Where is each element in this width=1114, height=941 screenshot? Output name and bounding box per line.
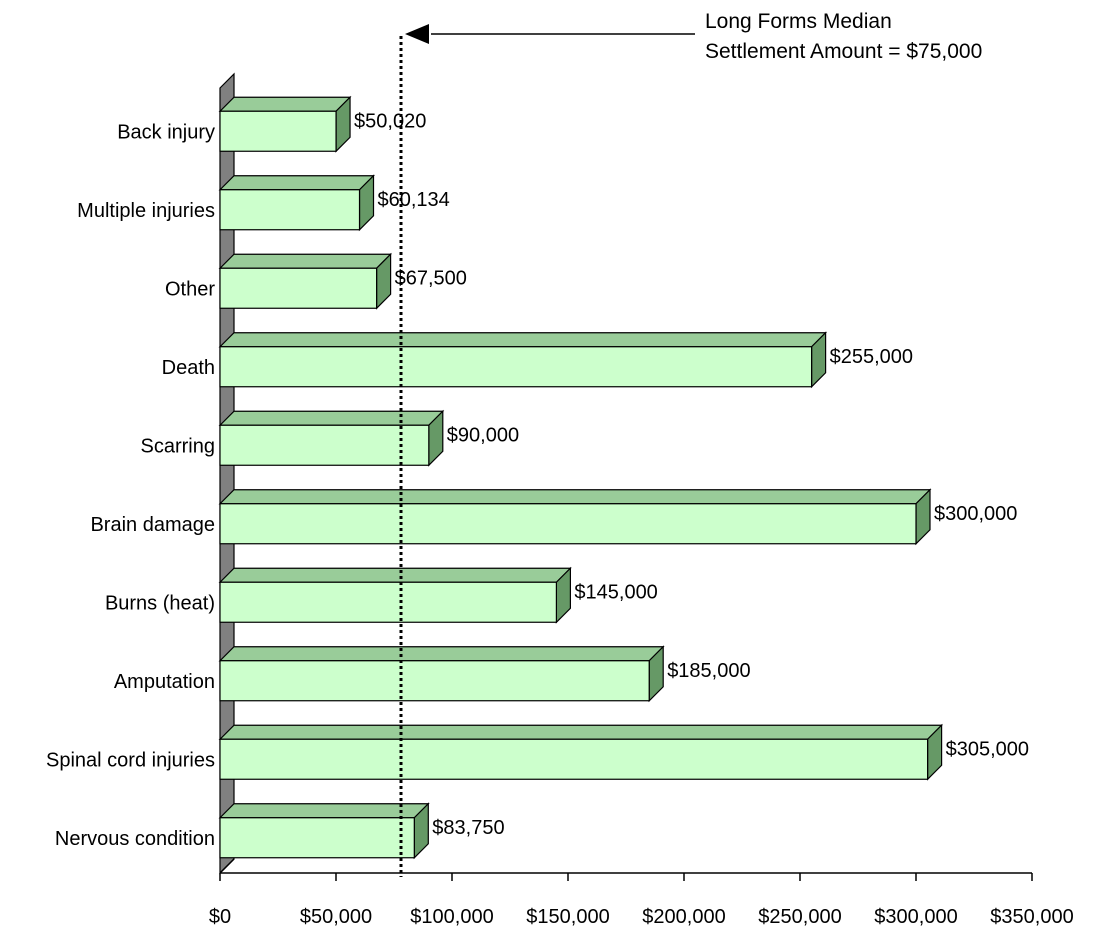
bar (218, 95, 352, 153)
x-tick-label: $50,000 (300, 906, 372, 928)
bar-front-face (219, 817, 415, 859)
bar (218, 723, 944, 781)
category-label: Brain damage (90, 514, 215, 536)
bar-front-face (219, 581, 557, 623)
value-label: $83,750 (432, 817, 504, 839)
value-label: $300,000 (934, 503, 1017, 525)
bar-top-face (218, 410, 445, 426)
category-labels: Back injury Multiple injuries Other Death Sc… (46, 121, 215, 850)
bar-front-face (219, 110, 337, 152)
value-label: $67,500 (395, 267, 467, 289)
bar-top-face (218, 253, 393, 269)
x-axis: $0 $50,000 $100,000 $150,000 $200,000 $250,00… (209, 858, 1074, 928)
x-tick-label: $200,000 (642, 906, 725, 928)
category-label: Scarring (141, 435, 215, 457)
category-label: Multiple injuries (77, 200, 215, 222)
bar-top-face (218, 489, 932, 505)
value-label: $50,020 (354, 110, 426, 132)
x-tick-label: $250,000 (758, 906, 841, 928)
bar-front-face (219, 503, 917, 545)
x-tick-label: $150,000 (526, 906, 609, 928)
bar (218, 331, 828, 389)
bar-front-face (219, 424, 430, 466)
bar-front-face (219, 189, 361, 231)
value-label: $305,000 (946, 738, 1029, 760)
x-tick-label: $300,000 (874, 906, 957, 928)
bar-front-face (219, 267, 378, 309)
category-label: Death (162, 357, 215, 379)
bar-top-face (218, 803, 430, 819)
category-label: Nervous condition (55, 828, 215, 850)
bar (218, 174, 375, 232)
bar (218, 252, 393, 310)
bar-top-face (218, 175, 375, 191)
bars-group (218, 95, 944, 860)
bar (218, 566, 572, 624)
bar-top-face (218, 646, 665, 662)
category-label: Amputation (114, 671, 215, 693)
annotation-arrow-head (405, 24, 429, 44)
median-annotation-text: Settlement Amount = $75,000 (705, 40, 982, 63)
median-reference: Long Forms Median Settlement Amount = $75… (399, 10, 982, 877)
median-annotation-text: Long Forms Median (705, 10, 892, 33)
x-tick-label: $100,000 (410, 906, 493, 928)
bar-top-face (218, 332, 828, 348)
x-axis-depth-line (219, 858, 235, 874)
category-label: Other (165, 278, 215, 300)
x-tick-label: $0 (209, 906, 231, 928)
bar-top-face (218, 724, 944, 740)
bar (218, 802, 430, 860)
bar-top-face (218, 96, 352, 112)
category-label: Spinal cord injuries (46, 749, 215, 771)
category-label: Back injury (117, 121, 215, 143)
bar-front-face (219, 346, 813, 388)
x-tick-label: $350,000 (990, 906, 1073, 928)
category-label: Burns (heat) (105, 592, 215, 614)
bar (218, 409, 445, 467)
value-label: $255,000 (830, 346, 913, 368)
value-labels: $50,020 $60,134 $67,500 $255,000 $90,000 $300… (354, 110, 1029, 839)
bar-top-face (218, 567, 572, 583)
bar-front-face (219, 738, 929, 780)
bar-front-face (219, 660, 650, 702)
value-label: $145,000 (574, 581, 657, 603)
value-label: $185,000 (667, 660, 750, 682)
value-label: $90,000 (447, 424, 519, 446)
bar (218, 645, 665, 703)
value-label: $60,134 (378, 189, 450, 211)
bar (218, 488, 932, 546)
